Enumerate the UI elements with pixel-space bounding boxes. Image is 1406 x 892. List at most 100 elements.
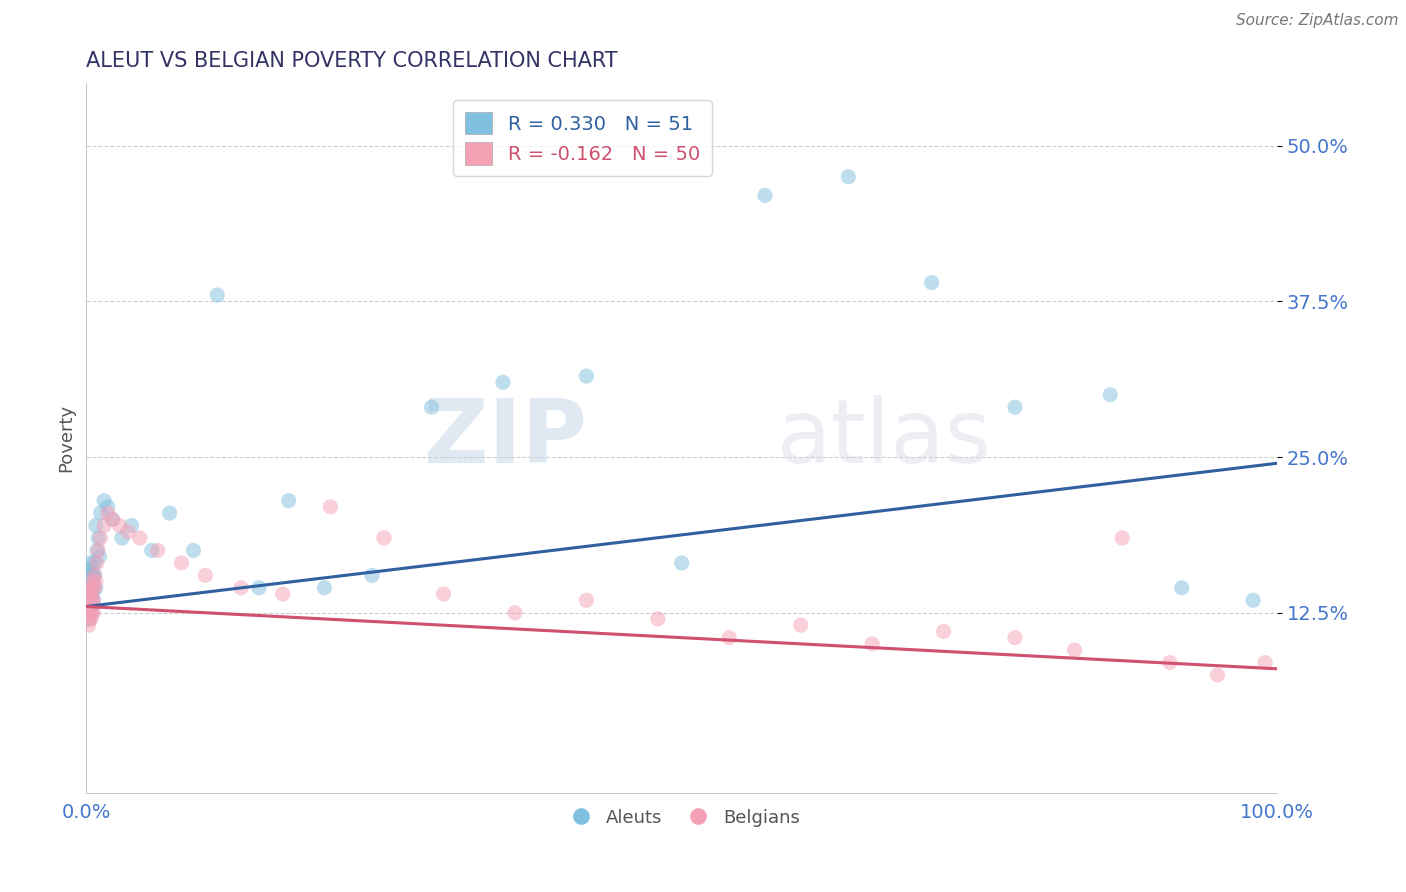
- Point: [87, 543, 110, 558]
- Point: [82, 599, 104, 614]
- Point: [754, 188, 776, 202]
- Point: [319, 500, 342, 514]
- Point: [84, 574, 107, 589]
- Point: [492, 376, 515, 390]
- Point: [79, 606, 101, 620]
- Point: [159, 506, 181, 520]
- Point: [90, 506, 112, 520]
- Point: [80, 587, 103, 601]
- Point: [1241, 593, 1264, 607]
- Point: [1111, 531, 1133, 545]
- Point: [82, 568, 104, 582]
- Point: [671, 556, 693, 570]
- Point: [77, 587, 100, 601]
- Point: [146, 543, 169, 558]
- Point: [229, 581, 252, 595]
- Point: [432, 587, 454, 601]
- Point: [121, 518, 143, 533]
- Point: [128, 531, 150, 545]
- Point: [76, 606, 98, 620]
- Point: [82, 587, 104, 601]
- Point: [83, 568, 105, 582]
- Point: [79, 593, 101, 607]
- Point: [93, 518, 115, 533]
- Point: [80, 568, 103, 582]
- Point: [79, 612, 101, 626]
- Point: [1254, 656, 1277, 670]
- Point: [117, 524, 139, 539]
- Point: [1004, 631, 1026, 645]
- Point: [1004, 401, 1026, 415]
- Point: [77, 587, 100, 601]
- Point: [89, 549, 111, 564]
- Point: [1170, 581, 1192, 595]
- Point: [79, 581, 101, 595]
- Point: [361, 568, 384, 582]
- Point: [932, 624, 955, 639]
- Point: [76, 568, 98, 582]
- Point: [79, 593, 101, 607]
- Point: [82, 581, 104, 595]
- Point: [77, 618, 100, 632]
- Point: [97, 506, 120, 520]
- Point: [86, 543, 108, 558]
- Point: [80, 581, 103, 595]
- Point: [1063, 643, 1085, 657]
- Point: [860, 637, 883, 651]
- Point: [79, 574, 101, 589]
- Point: [80, 599, 103, 614]
- Y-axis label: Poverty: Poverty: [58, 404, 75, 473]
- Point: [718, 631, 741, 645]
- Point: [82, 574, 104, 589]
- Point: [93, 493, 115, 508]
- Point: [837, 169, 859, 184]
- Point: [194, 568, 217, 582]
- Point: [247, 581, 270, 595]
- Text: ZIP: ZIP: [423, 395, 586, 482]
- Point: [84, 518, 107, 533]
- Legend: Aleuts, Belgians: Aleuts, Belgians: [555, 802, 808, 834]
- Point: [82, 606, 104, 620]
- Point: [83, 581, 105, 595]
- Point: [83, 556, 105, 570]
- Point: [1099, 388, 1122, 402]
- Point: [80, 612, 103, 626]
- Point: [170, 556, 193, 570]
- Point: [108, 518, 131, 533]
- Text: ALEUT VS BELGIAN POVERTY CORRELATION CHART: ALEUT VS BELGIAN POVERTY CORRELATION CHA…: [86, 51, 617, 70]
- Point: [84, 581, 107, 595]
- Point: [77, 612, 100, 626]
- Point: [1206, 668, 1229, 682]
- Point: [97, 500, 120, 514]
- Point: [101, 512, 124, 526]
- Point: [80, 606, 103, 620]
- Point: [373, 531, 395, 545]
- Point: [83, 568, 105, 582]
- Point: [77, 562, 100, 576]
- Point: [82, 581, 104, 595]
- Point: [111, 531, 134, 545]
- Point: [1159, 656, 1181, 670]
- Point: [101, 512, 124, 526]
- Point: [79, 556, 101, 570]
- Point: [503, 606, 526, 620]
- Point: [277, 493, 299, 508]
- Text: atlas: atlas: [778, 395, 993, 482]
- Point: [647, 612, 669, 626]
- Point: [90, 531, 112, 545]
- Point: [314, 581, 336, 595]
- Point: [575, 593, 598, 607]
- Point: [82, 593, 104, 607]
- Point: [87, 531, 110, 545]
- Point: [789, 618, 811, 632]
- Point: [76, 599, 98, 614]
- Point: [575, 369, 598, 384]
- Point: [86, 556, 108, 570]
- Point: [76, 581, 98, 595]
- Point: [82, 574, 104, 589]
- Point: [420, 401, 443, 415]
- Point: [82, 562, 104, 576]
- Point: [141, 543, 163, 558]
- Point: [921, 276, 943, 290]
- Point: [207, 288, 229, 302]
